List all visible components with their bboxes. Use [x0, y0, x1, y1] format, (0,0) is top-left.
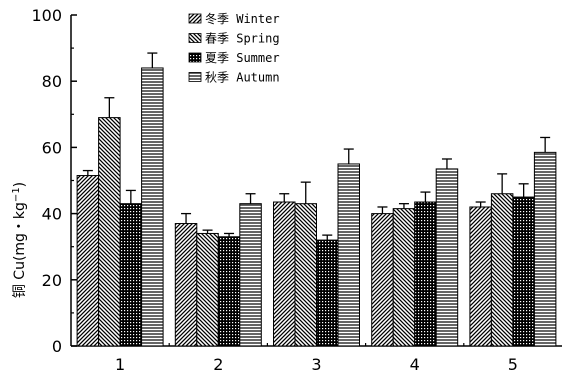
y-axis-title-main: 铜 Cu(mg・kg — [12, 202, 28, 298]
y-tick-label: 100 — [31, 6, 62, 25]
x-tick-label: 3 — [311, 355, 321, 374]
bar — [316, 239, 339, 347]
bar — [273, 201, 296, 347]
bar — [196, 232, 219, 347]
legend-label: 冬季 Winter — [205, 11, 280, 26]
bar — [239, 203, 262, 347]
bar — [98, 117, 121, 347]
y-tick-label: 40 — [42, 205, 62, 224]
bar — [337, 163, 360, 347]
bar — [512, 196, 535, 347]
legend-label: 春季 Spring — [205, 32, 280, 46]
bar — [294, 203, 317, 347]
legend: 冬季 Winter 春季 Spring 夏季 Summer 秋季 Autumn — [188, 11, 280, 85]
y-tick-label: 60 — [42, 138, 62, 157]
legend-label: 夏季 Summer — [205, 51, 280, 65]
x-tick-label: 2 — [213, 355, 223, 374]
bar — [414, 201, 437, 347]
y-tick-label: 80 — [42, 72, 62, 91]
bars — [76, 67, 557, 347]
legend-label: 秋季 Autumn — [205, 71, 280, 85]
bar — [469, 206, 492, 347]
x-tick-label: 5 — [508, 355, 518, 374]
legend-swatch — [188, 72, 202, 82]
bar — [119, 203, 143, 347]
bar — [435, 168, 459, 347]
bar — [141, 67, 164, 347]
bar — [490, 193, 514, 347]
x-tick-label: 1 — [115, 355, 125, 374]
y-axis-title-sup: −1 — [11, 187, 22, 202]
y-axis-title: 铜 Cu(mg・kg−1) — [11, 182, 28, 298]
bar — [217, 236, 241, 347]
legend-swatch — [188, 33, 202, 43]
bar — [174, 223, 198, 347]
bar — [392, 208, 416, 347]
y-ticks: 0 20 40 60 80 100 — [31, 6, 77, 356]
bar — [76, 175, 100, 347]
bar — [371, 213, 394, 347]
error-bars — [82, 52, 551, 241]
legend-swatch — [188, 52, 202, 63]
y-tick-label: 0 — [52, 337, 62, 356]
x-tick-label: 4 — [410, 355, 420, 374]
bar — [533, 151, 557, 347]
y-axis-title-end: ) — [12, 182, 28, 187]
y-tick-label: 20 — [42, 271, 62, 290]
legend-swatch — [188, 13, 202, 24]
